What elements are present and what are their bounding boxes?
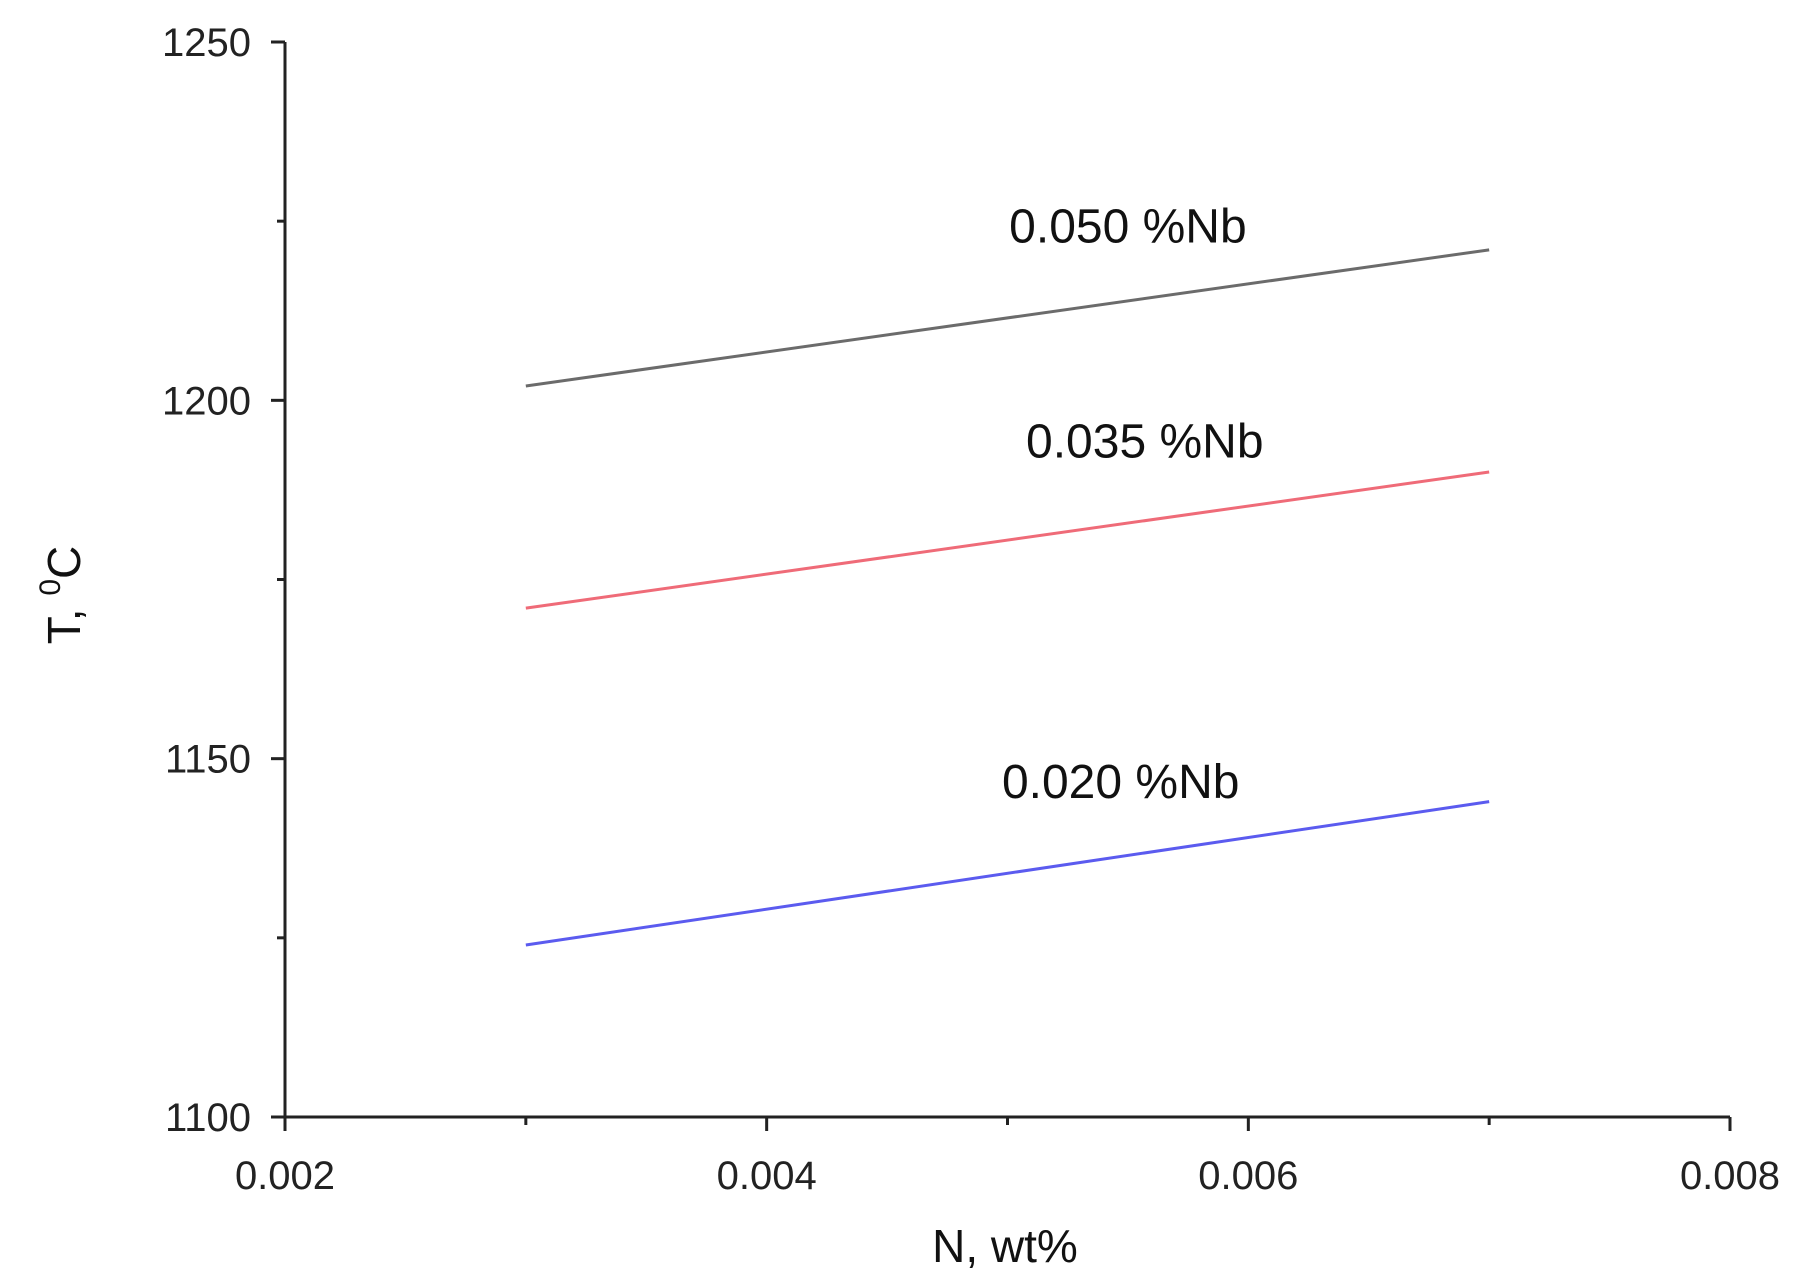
x-tick-label: 0.006 bbox=[1198, 1154, 1298, 1198]
series-line bbox=[525, 470, 1490, 610]
y-tick-label: 1250 bbox=[162, 21, 251, 65]
series-label: 0.035 %Nb bbox=[1026, 416, 1264, 469]
series-line bbox=[525, 800, 1490, 947]
series-label: 0.020 %Nb bbox=[1002, 756, 1240, 809]
y-axis-title-suffix: C bbox=[38, 546, 90, 579]
x-tick-label: 0.004 bbox=[717, 1154, 817, 1198]
y-axis-ticks: 1100 1150 1200 1250 bbox=[162, 21, 285, 1140]
x-axis-ticks: 0.002 0.004 0.006 0.008 bbox=[235, 1117, 1780, 1198]
series-labels: 0.050 %Nb 0.035 %Nb 0.020 %Nb bbox=[1002, 201, 1264, 809]
axes bbox=[283, 42, 1730, 1119]
x-axis-title: N, wt% bbox=[932, 1220, 1078, 1272]
series-line bbox=[525, 248, 1490, 388]
y-axis-title: T, 0C bbox=[34, 546, 90, 644]
series-label: 0.050 %Nb bbox=[1009, 201, 1247, 254]
series-lines bbox=[525, 248, 1490, 947]
x-tick-label: 0.008 bbox=[1680, 1154, 1780, 1198]
y-tick-label: 1200 bbox=[162, 379, 251, 423]
x-tick-label: 0.002 bbox=[235, 1154, 335, 1198]
y-axis-title-superscript: 0 bbox=[34, 579, 67, 596]
y-tick-label: 1100 bbox=[165, 1096, 251, 1140]
y-axis-title-prefix: T, bbox=[38, 596, 90, 645]
y-tick-label: 1150 bbox=[165, 738, 251, 782]
